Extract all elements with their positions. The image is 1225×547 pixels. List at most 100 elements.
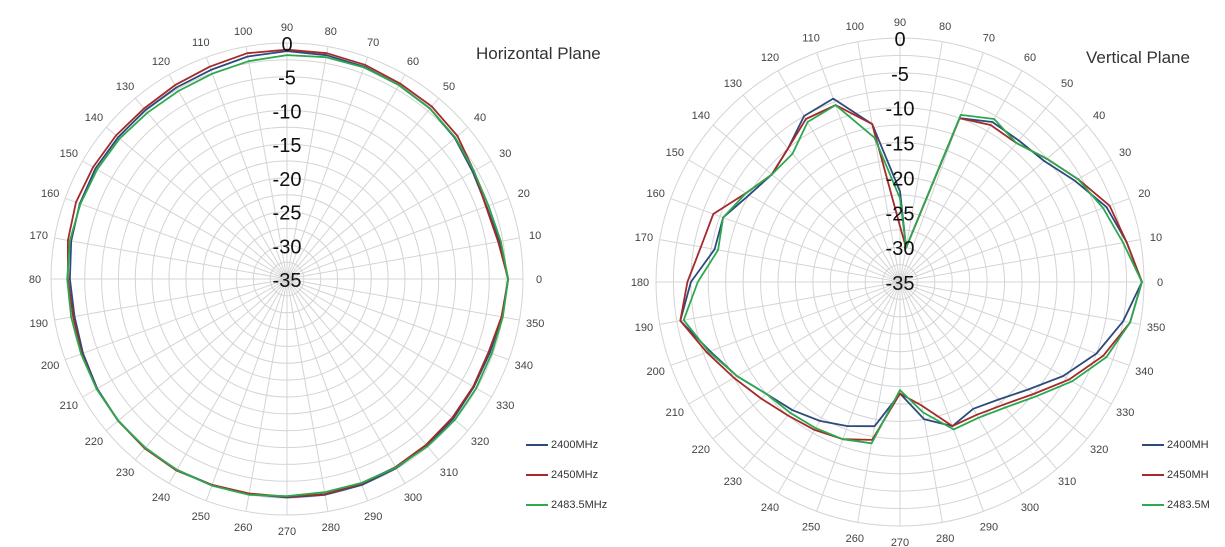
angle-tick-label: 20 <box>518 188 530 200</box>
grid-spoke <box>777 281 901 494</box>
grid-spoke <box>286 237 520 280</box>
grid-spoke <box>134 278 288 461</box>
angle-tick-label: 170 <box>635 232 653 244</box>
angle-tick-label: 190 <box>635 322 653 334</box>
angle-tick-label: 50 <box>1061 78 1073 90</box>
angle-tick-label: 0 <box>1157 277 1163 289</box>
grid-spoke <box>899 94 1058 283</box>
series-line <box>66 54 510 498</box>
angle-tick-label: 120 <box>761 52 779 64</box>
radial-tick-label: -30 <box>273 236 302 258</box>
grid-spoke <box>134 97 288 280</box>
radial-tick-label: -15 <box>886 134 915 156</box>
grid-spoke <box>286 197 509 280</box>
radial-tick-label: 0 <box>894 29 905 51</box>
grid-spoke <box>205 278 288 501</box>
legend: 2400MH 2450MH 2483.5M <box>1142 430 1210 520</box>
angle-tick-label: 230 <box>116 467 134 479</box>
grid-spoke <box>899 281 1023 494</box>
grid-spoke <box>286 46 329 280</box>
grid-spoke <box>899 281 1130 366</box>
radial-tick-label: -30 <box>886 238 915 260</box>
series-line <box>679 97 1143 428</box>
angle-tick-label: 130 <box>724 78 742 90</box>
grid-spoke <box>286 57 369 280</box>
angle-tick-label: 280 <box>936 533 954 545</box>
radial-tick-label: -5 <box>891 64 909 86</box>
angle-tick-label: 140 <box>692 110 710 122</box>
grid-spoke <box>286 126 469 280</box>
grid-spoke <box>670 198 901 283</box>
radial-tick-label: 0 <box>281 34 292 56</box>
grid-spoke <box>899 159 1112 283</box>
angle-tick-label: 30 <box>1119 147 1131 159</box>
grid-spoke <box>742 94 901 283</box>
angle-tick-label: 350 <box>526 318 544 330</box>
legend-label: 2400MH <box>1167 439 1209 451</box>
angle-tick-label: 270 <box>278 526 296 538</box>
angle-tick-label: 310 <box>1058 476 1076 488</box>
grid <box>50 42 524 516</box>
angle-tick-label: 180 <box>631 277 649 289</box>
angle-tick-label: 90 <box>894 17 906 29</box>
legend: 2400MHz 2450MHz 2483.5MHz <box>526 430 607 520</box>
grid-spoke <box>205 57 288 280</box>
grid-spoke <box>899 70 1023 283</box>
grid-spoke <box>659 239 901 283</box>
angle-tick-label: 30 <box>499 148 511 160</box>
grid-spoke <box>286 278 520 321</box>
angle-tick-label: 340 <box>515 360 533 372</box>
grid-spoke <box>899 281 1058 470</box>
legend-swatch <box>526 474 548 476</box>
grid-spoke <box>899 281 1088 440</box>
grid-spoke <box>286 278 440 461</box>
grid-spoke <box>816 281 901 512</box>
grid-spoke <box>899 281 1141 325</box>
angle-tick-label: 320 <box>1090 444 1108 456</box>
angle-tick-label: 230 <box>724 476 742 488</box>
grid-spoke <box>899 41 943 283</box>
angle-tick-label: 300 <box>404 492 422 504</box>
angle-tick-label: 90 <box>281 22 293 34</box>
angle-tick-label: 280 <box>322 522 340 534</box>
grid-spoke <box>712 281 901 440</box>
angle-tick-label: 10 <box>1150 232 1162 244</box>
angle-tick-label: 110 <box>192 37 210 49</box>
angle-tick-label: 290 <box>980 521 998 533</box>
legend-label: 2450MH <box>1167 469 1209 481</box>
grid-spoke <box>899 281 984 512</box>
legend-item: 2450MH <box>1142 460 1210 490</box>
grid-spoke <box>54 237 288 280</box>
grid-spoke <box>816 52 901 283</box>
grid-spoke <box>82 278 288 398</box>
grid-spoke <box>286 74 406 280</box>
grid-spoke <box>286 278 492 398</box>
radial-tick-label: -35 <box>886 273 915 295</box>
legend-swatch <box>1142 474 1164 476</box>
angle-tick-label: 200 <box>647 366 665 378</box>
angle-tick-label: 260 <box>234 522 252 534</box>
angle-tick-label: 40 <box>474 112 486 124</box>
angle-tick-label: 100 <box>846 21 864 33</box>
angle-tick-label: 200 <box>41 360 59 372</box>
legend-label: 2400MHz <box>551 439 599 451</box>
chart-title: Vertical Plane <box>1086 48 1190 67</box>
angle-tick-label: 210 <box>666 407 684 419</box>
grid-spoke <box>899 198 1130 283</box>
series-line <box>679 104 1143 441</box>
angle-tick-label: 250 <box>192 511 210 523</box>
angle-tick-label: 70 <box>983 33 995 45</box>
vertical-plane-polar-chart: 0 10 20 30 40 50 60 70 80 90 100 110 120 130 140 150 160… <box>631 17 1165 547</box>
legend-item: 2400MHz <box>526 430 607 460</box>
legend-item: 2483.5M <box>1142 490 1210 520</box>
legend-swatch <box>526 504 548 506</box>
grid-spoke <box>857 281 901 523</box>
angle-tick-label: 60 <box>1024 52 1036 64</box>
angle-tick-label: 130 <box>116 81 134 93</box>
grid-spoke <box>286 97 440 280</box>
angle-tick-label: 190 <box>30 318 48 330</box>
angle-tick-label: 330 <box>1116 407 1134 419</box>
angle-tick-label: 240 <box>152 492 170 504</box>
grid-spoke <box>899 124 1088 283</box>
grid-spoke <box>286 278 369 501</box>
